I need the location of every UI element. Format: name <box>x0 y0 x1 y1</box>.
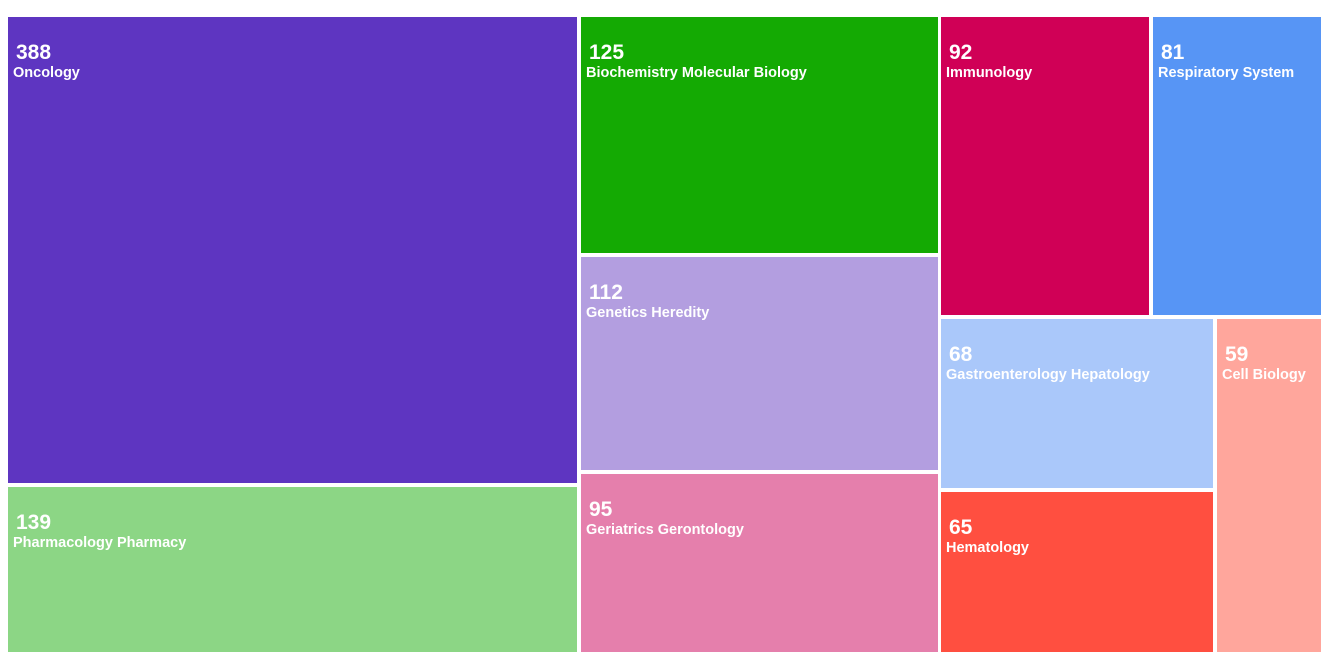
tile-value-label: 68 <box>949 343 973 366</box>
tile-value-label: 59 <box>1225 343 1249 366</box>
treemap-tile: 59 Cell Biology <box>1214 316 1324 655</box>
treemap-tile: 68 Gastroenterology Hepatology <box>938 316 1216 491</box>
tile-value-label: 388 <box>16 41 52 64</box>
tile-value-label: 92 <box>949 41 973 64</box>
treemap-tile: 125 Biochemistry Molecular Biology <box>578 14 941 256</box>
tile-category-label: Oncology <box>13 65 80 81</box>
tile-value-label: 65 <box>949 516 973 539</box>
tile-category-label: Biochemistry Molecular Biology <box>586 65 807 81</box>
tile-category-label: Genetics Heredity <box>586 305 710 321</box>
tile-category-label: Gastroenterology Hepatology <box>946 367 1150 383</box>
tile-value-label: 139 <box>16 511 52 534</box>
treemap-tile: 139 Pharmacology Pharmacy <box>5 484 580 655</box>
treemap-tile: 388 Oncology <box>5 14 580 486</box>
tile-category-label: Immunology <box>946 65 1033 81</box>
tile-value-label: 112 <box>589 281 623 304</box>
treemap-tile: 112 Genetics Heredity <box>578 254 941 473</box>
treemap-tile: 65 Hematology <box>938 489 1216 655</box>
tile-category-label: Cell Biology <box>1222 367 1306 383</box>
tile-category-label: Pharmacology Pharmacy <box>13 535 187 551</box>
tile-category-label: Geriatrics Gerontology <box>586 522 744 538</box>
tile-category-label: Hematology <box>946 540 1029 556</box>
treemap-tile: 95 Geriatrics Gerontology <box>578 471 941 655</box>
tile-value-label: 95 <box>589 498 613 521</box>
treemap-tile: 92 Immunology <box>938 14 1152 318</box>
tile-value-label: 81 <box>1161 41 1185 64</box>
tile-category-label: Respiratory System <box>1158 65 1295 81</box>
tile-value-label: 125 <box>589 41 625 64</box>
treemap-tile: 81 Respiratory System <box>1150 14 1324 318</box>
